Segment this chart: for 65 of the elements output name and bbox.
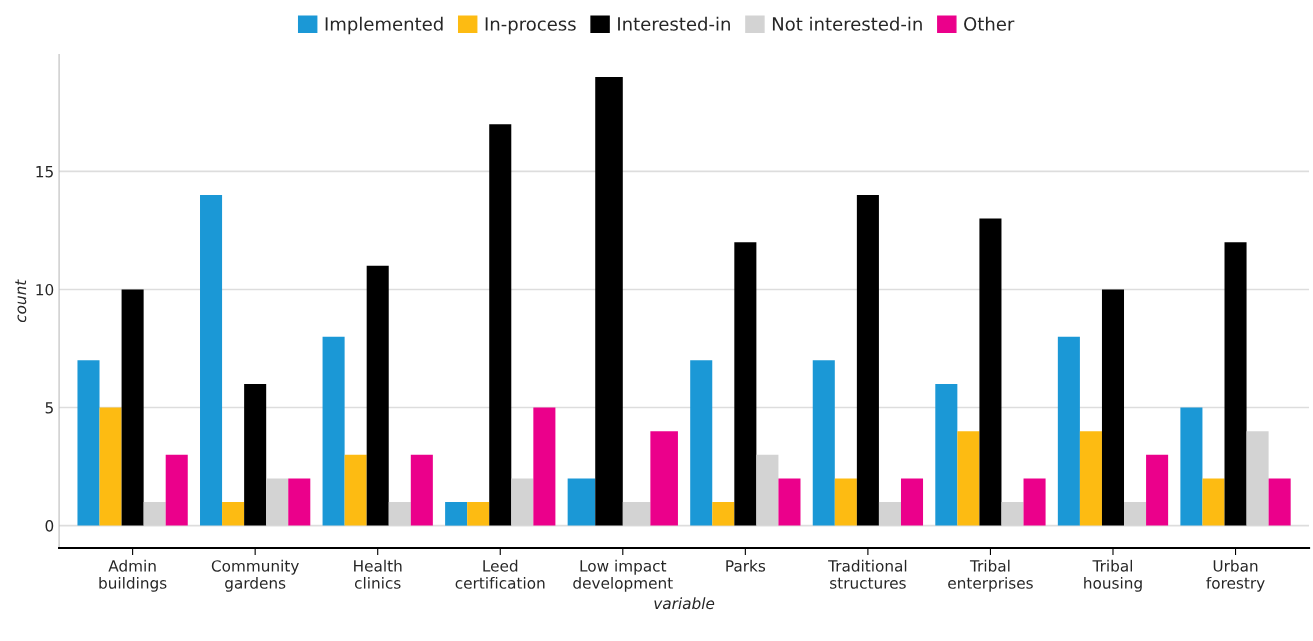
bar xyxy=(244,383,267,526)
x-tick-label: Tribal enterprises xyxy=(948,559,1033,592)
bar xyxy=(834,478,857,526)
bar xyxy=(812,360,835,526)
bar xyxy=(756,454,779,526)
x-tick-label: Urban forestry xyxy=(1206,559,1265,592)
bar xyxy=(121,289,144,526)
x-tick-label: Health clinics xyxy=(354,559,402,589)
bar xyxy=(1202,478,1225,526)
bar xyxy=(1079,431,1102,526)
bar xyxy=(388,502,411,526)
bar xyxy=(778,478,801,526)
bar xyxy=(445,502,468,526)
x-tick-label: Parks xyxy=(726,559,766,572)
bar xyxy=(200,195,223,526)
bar xyxy=(1124,502,1147,526)
bar xyxy=(856,195,879,526)
bar xyxy=(1180,407,1203,526)
x-tick-label: Leed certification xyxy=(455,559,545,589)
bar xyxy=(511,478,534,526)
bar xyxy=(288,478,311,526)
y-tick-label: 5 xyxy=(45,402,53,414)
y-tick-label: 15 xyxy=(36,166,53,178)
bar xyxy=(143,502,166,526)
bar xyxy=(1268,478,1291,526)
bar xyxy=(878,502,901,526)
bar xyxy=(1224,242,1247,526)
legend-label: Other xyxy=(964,16,1015,31)
bar xyxy=(489,124,512,526)
bar xyxy=(344,454,367,526)
bar xyxy=(1057,336,1080,526)
bar xyxy=(322,336,345,526)
x-tick-label: Traditional structures xyxy=(828,559,907,589)
x-axis-title: variable xyxy=(654,597,715,610)
bar xyxy=(900,478,924,526)
bar xyxy=(1023,478,1046,526)
bar xyxy=(1246,431,1269,526)
bar xyxy=(935,383,958,526)
legend-label: Not interested-in xyxy=(772,16,922,31)
bar xyxy=(712,502,735,526)
x-tick-label: Community gardens xyxy=(211,559,299,592)
bar xyxy=(266,478,289,526)
bar xyxy=(690,360,713,526)
y-axis-title: count xyxy=(15,279,27,323)
bar xyxy=(1101,289,1125,526)
x-tick-label: Tribal housing xyxy=(1084,559,1142,592)
bar xyxy=(979,218,1002,526)
bar xyxy=(533,407,556,526)
bar xyxy=(99,407,122,526)
bar xyxy=(222,502,245,526)
bar xyxy=(165,454,188,526)
bar xyxy=(366,265,389,526)
legend-label: Implemented xyxy=(325,16,443,35)
y-tick-label: 0 xyxy=(45,520,54,532)
bar xyxy=(410,454,433,526)
bar xyxy=(734,242,757,526)
bar xyxy=(77,360,100,526)
y-tick-label: 10 xyxy=(36,283,54,296)
bar xyxy=(467,502,490,526)
x-tick-label: Admin buildings xyxy=(99,559,167,592)
bar xyxy=(1001,502,1024,526)
bar xyxy=(1146,454,1169,526)
bar xyxy=(957,431,980,526)
legend-label: In-process xyxy=(485,17,576,35)
legend-label: Interested-in xyxy=(618,16,730,31)
